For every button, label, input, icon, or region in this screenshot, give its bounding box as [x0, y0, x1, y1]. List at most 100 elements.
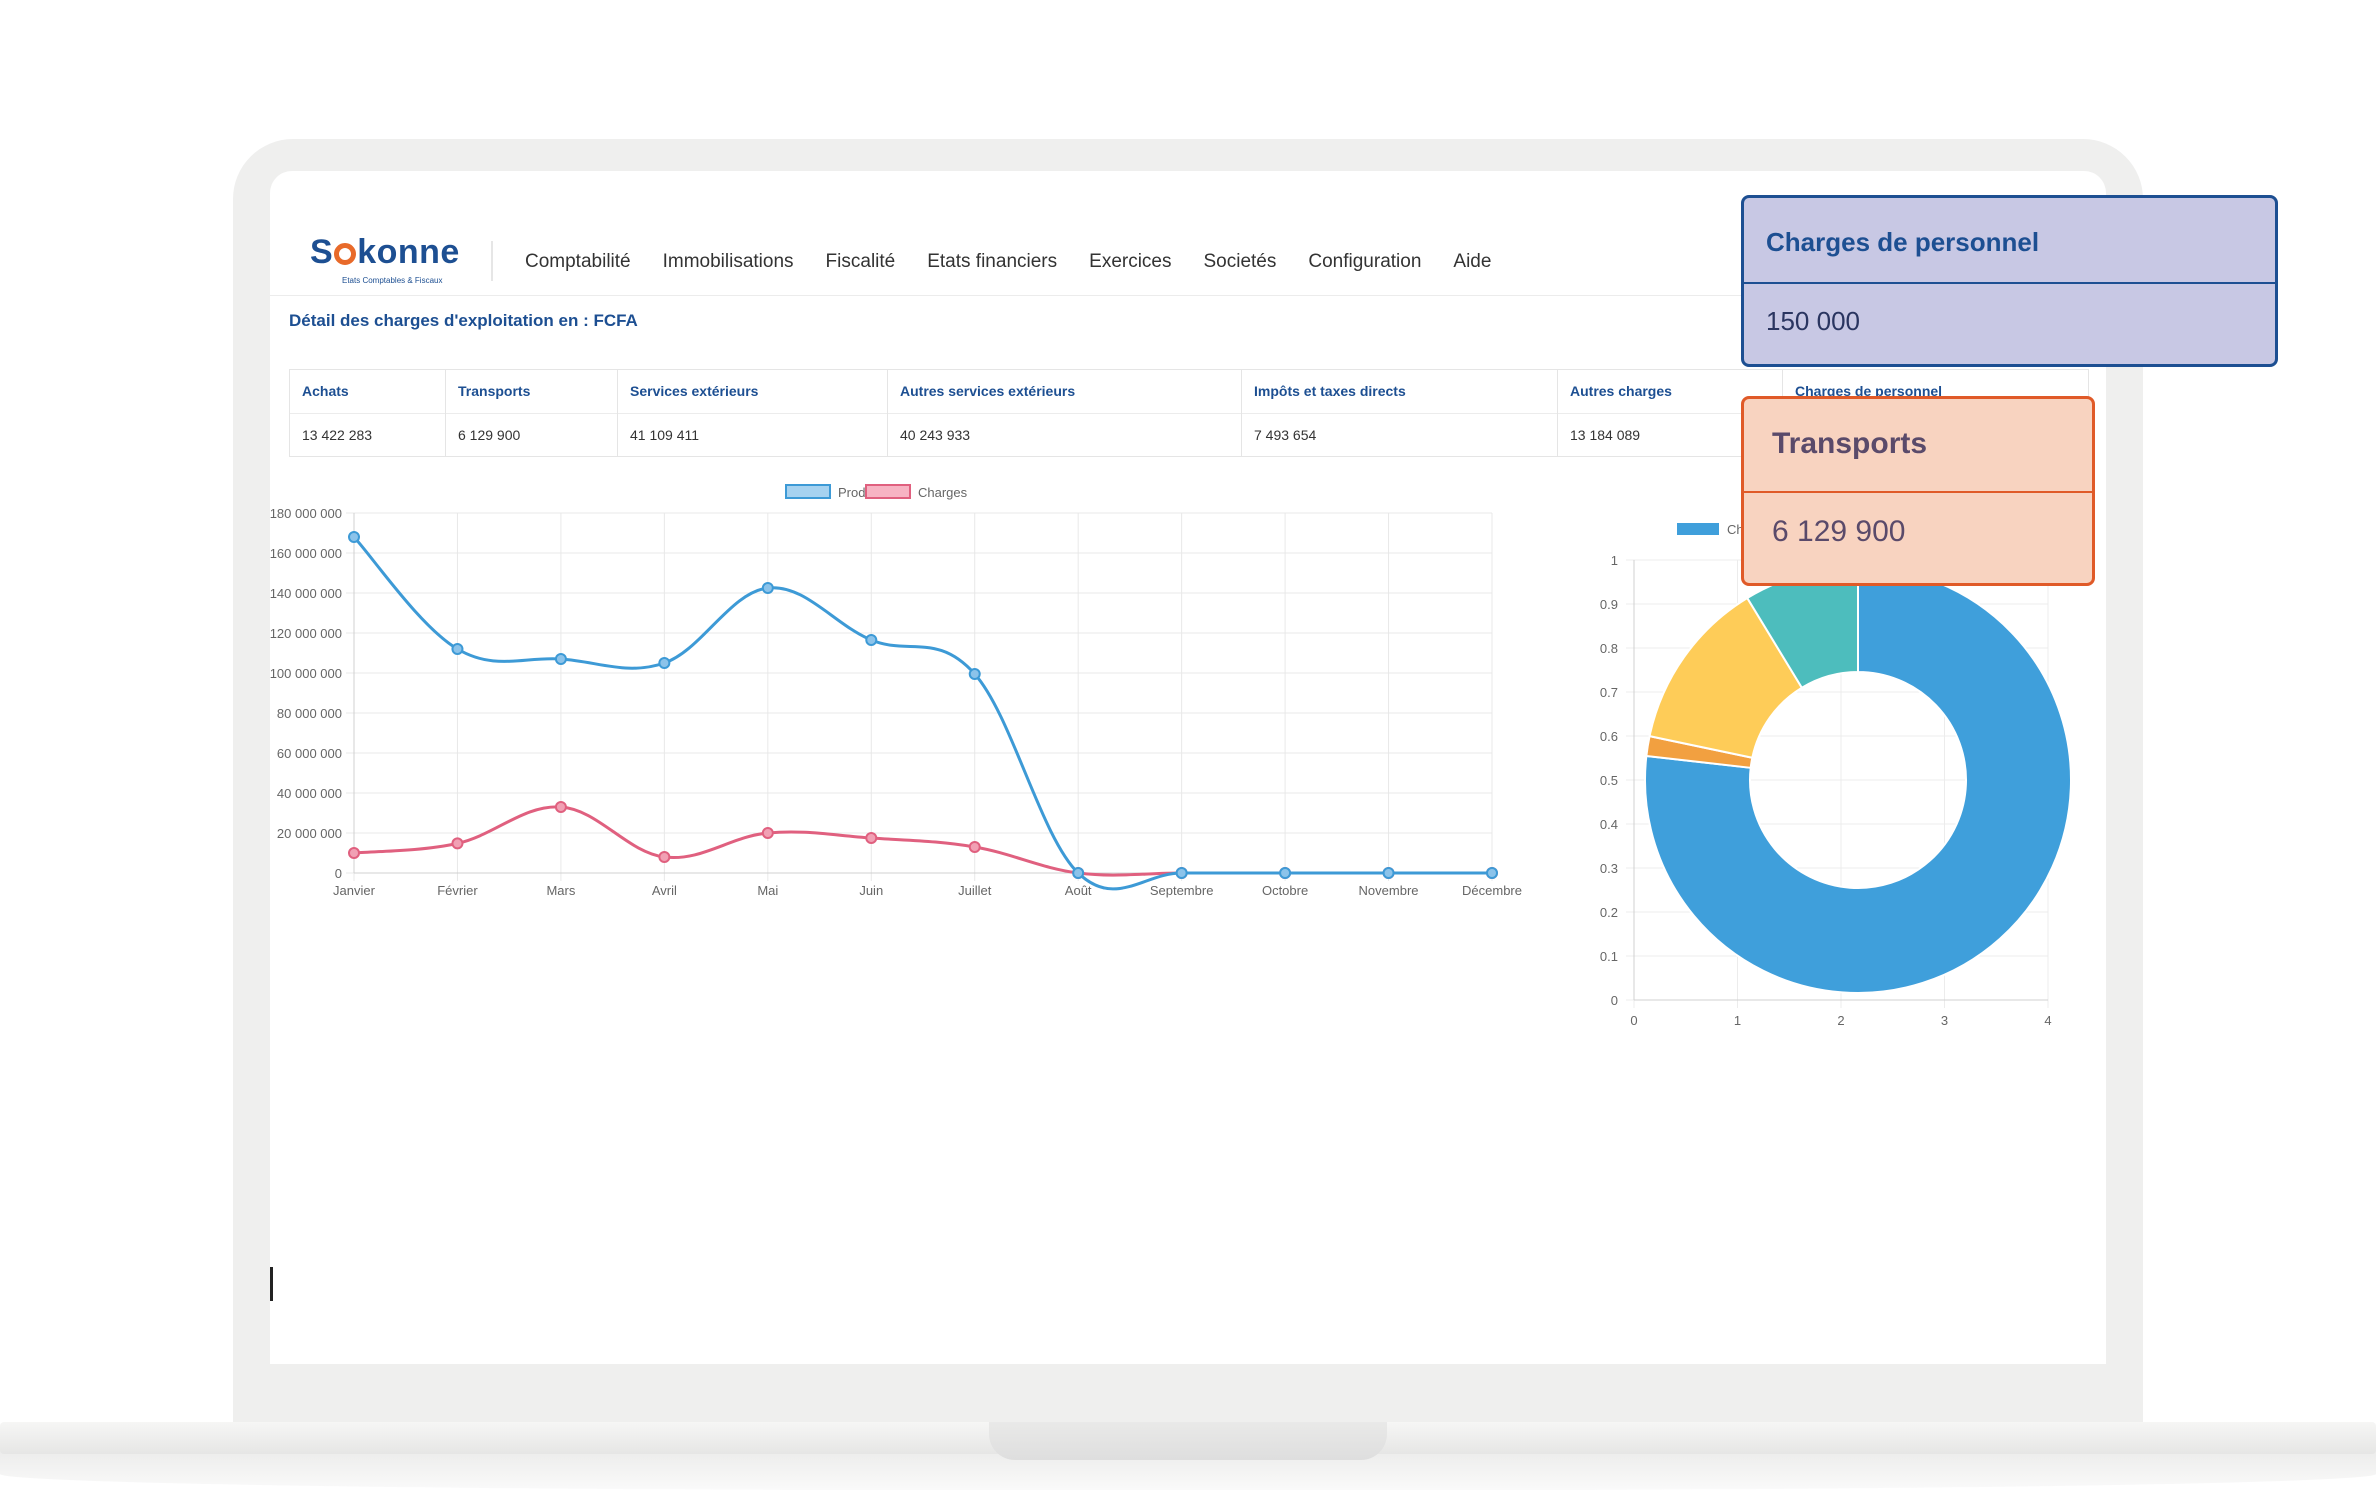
transports-card-header: Transports	[1744, 399, 2092, 493]
data-point-charges	[658, 851, 671, 863]
page-title: Détail des charges d'exploitation en : F…	[289, 311, 638, 330]
x-tick-label: Juin	[859, 883, 883, 898]
table-header-impots: Impôts et taxes directs	[1254, 383, 1406, 399]
nav-item-immobilisations[interactable]: Immobilisations	[662, 251, 794, 272]
nav-item-etats-financiers[interactable]: Etats financiers	[927, 251, 1058, 272]
x-tick-label: Mars	[546, 883, 575, 898]
chiffre-affaires-donut-chart: 00.10.20.30.40.50.60.70.80.9101234Chiffr…	[1600, 522, 2072, 1028]
table-column-charges-personnel: Charges de personnel	[1783, 370, 2088, 456]
text-cursor	[270, 1267, 273, 1301]
x-tick-label: Janvier	[333, 883, 376, 898]
data-point-produits	[451, 643, 464, 655]
x-tick-label: Mai	[757, 883, 778, 898]
nav-item-configuration[interactable]: Configuration	[1308, 251, 1422, 272]
table-header-services-exterieurs: Services extérieurs	[630, 383, 759, 399]
x-tick-label: Novembre	[1359, 883, 1419, 898]
header-separator	[270, 295, 2106, 296]
data-point-produits	[658, 657, 671, 669]
nav-item-societes[interactable]: Societés	[1203, 251, 1277, 272]
table-cell-services-exterieurs: 41 109 411	[630, 427, 700, 443]
y-tick-label: 80 000 000	[277, 706, 342, 721]
header-divider	[491, 241, 493, 281]
charges-personnel-card-header: Charges de personnel	[1744, 198, 2275, 284]
table-column-transports: Transports 6 129 900	[446, 370, 618, 456]
charges-personnel-card-title: Charges de personnel	[1766, 227, 2040, 257]
x-tick-label: Juillet	[958, 883, 992, 898]
table-column-achats: Achats 13 422 283	[290, 370, 446, 456]
donut-x-tick-label: 4	[2044, 1013, 2051, 1028]
data-point-produits	[761, 582, 774, 594]
x-tick-label: Août	[1065, 883, 1092, 898]
data-point-produits	[865, 634, 878, 646]
y-tick-label: 140 000 000	[270, 586, 342, 601]
nav-item-aide[interactable]: Aide	[1453, 251, 1492, 272]
x-tick-label: Septembre	[1150, 883, 1214, 898]
donut-y-tick-label: 0.3	[1600, 861, 1618, 876]
donut-y-tick-label: 0.6	[1600, 729, 1618, 744]
donut-y-tick-label: 0.2	[1600, 905, 1618, 920]
series-line-charges	[353, 805, 1492, 877]
table-header-charges-personnel: Charges de personnel	[1795, 383, 1943, 399]
transports-card-title: Transports	[1772, 427, 1928, 460]
y-tick-label: 60 000 000	[277, 746, 342, 761]
data-point-produits	[348, 531, 360, 543]
donut-slice-0	[1644, 565, 2072, 994]
y-tick-label: 100 000 000	[270, 666, 342, 681]
laptop-base-notch	[989, 1422, 1387, 1460]
nav-item-exercices[interactable]: Exercices	[1089, 251, 1172, 272]
table-header-autres-services: Autres services extérieurs	[900, 383, 1076, 399]
y-tick-label: 120 000 000	[270, 626, 342, 641]
y-tick-label: 20 000 000	[277, 826, 342, 841]
data-point-produits	[554, 653, 567, 665]
produits-charges-line-chart: 0 20 000 000 40 000 000 60 000 000 80 000 00…	[270, 484, 1522, 898]
table-cell-autres-services: 40 243 933	[900, 427, 971, 443]
table-cell-impots: 7 493 654	[1254, 427, 1317, 443]
table-column-services-exterieurs: Services extérieurs 41 109 411	[618, 370, 888, 456]
logo-text-start: S	[310, 233, 334, 271]
table-header-separator	[290, 413, 2088, 414]
table-cell-transports: 6 129 900	[458, 427, 521, 443]
data-point-charges	[968, 841, 981, 853]
donut-x-tick-label: 1	[1734, 1013, 1741, 1028]
charges-table: Achats 13 422 283 Transports 6 129 900 S…	[289, 369, 2089, 457]
transports-card: Transports 6 129 900	[1741, 396, 2095, 586]
legend-label-charges: Charges	[918, 485, 968, 500]
table-cell-autres-charges: 13 184 089	[1570, 427, 1641, 443]
table-header-transports: Transports	[458, 383, 531, 399]
table-cell-achats: 13 422 283	[302, 427, 373, 443]
table-header-autres-charges: Autres charges	[1570, 383, 1672, 399]
main-nav: Comptabilité Immobilisations Fiscalité E…	[525, 251, 1523, 273]
data-point-produits	[1382, 867, 1395, 879]
logo-text-end: konne	[357, 233, 460, 271]
x-tick-label: Décembre	[1462, 883, 1522, 898]
y-tick-label: 40 000 000	[277, 786, 342, 801]
table-header-achats: Achats	[302, 383, 349, 399]
donut-y-tick-label: 0.1	[1600, 949, 1618, 964]
nav-item-fiscalite[interactable]: Fiscalité	[825, 251, 896, 272]
donut-y-tick-label: 0	[1611, 993, 1618, 1008]
charges-personnel-card: Charges de personnel 150 000	[1741, 195, 2278, 367]
donut-x-tick-label: 3	[1941, 1013, 1948, 1028]
data-point-produits	[1072, 867, 1085, 879]
charges-personnel-card-value: 150 000	[1766, 306, 1860, 336]
table-column-impots: Impôts et taxes directs 7 493 654	[1242, 370, 1558, 456]
x-tick-label: Février	[437, 883, 478, 898]
legend-swatch-produits	[785, 484, 831, 499]
data-point-charges	[865, 832, 878, 844]
x-tick-label: Avril	[652, 883, 677, 898]
table-column-autres-services: Autres services extérieurs 40 243 933	[888, 370, 1242, 456]
data-point-produits	[1175, 867, 1188, 879]
data-point-produits	[968, 668, 981, 680]
donut-y-tick-label: 0.8	[1600, 641, 1618, 656]
nav-item-comptabilite[interactable]: Comptabilité	[525, 251, 631, 272]
donut-y-tick-label: 1	[1611, 553, 1618, 568]
data-point-charges	[554, 801, 567, 813]
data-point-charges	[451, 837, 464, 850]
data-point-charges	[348, 847, 360, 859]
logo-subtitle: Etats Comptables & Fiscaux	[342, 276, 443, 285]
x-tick-label: Octobre	[1262, 883, 1308, 898]
y-tick-label: 160 000 000	[270, 546, 342, 561]
